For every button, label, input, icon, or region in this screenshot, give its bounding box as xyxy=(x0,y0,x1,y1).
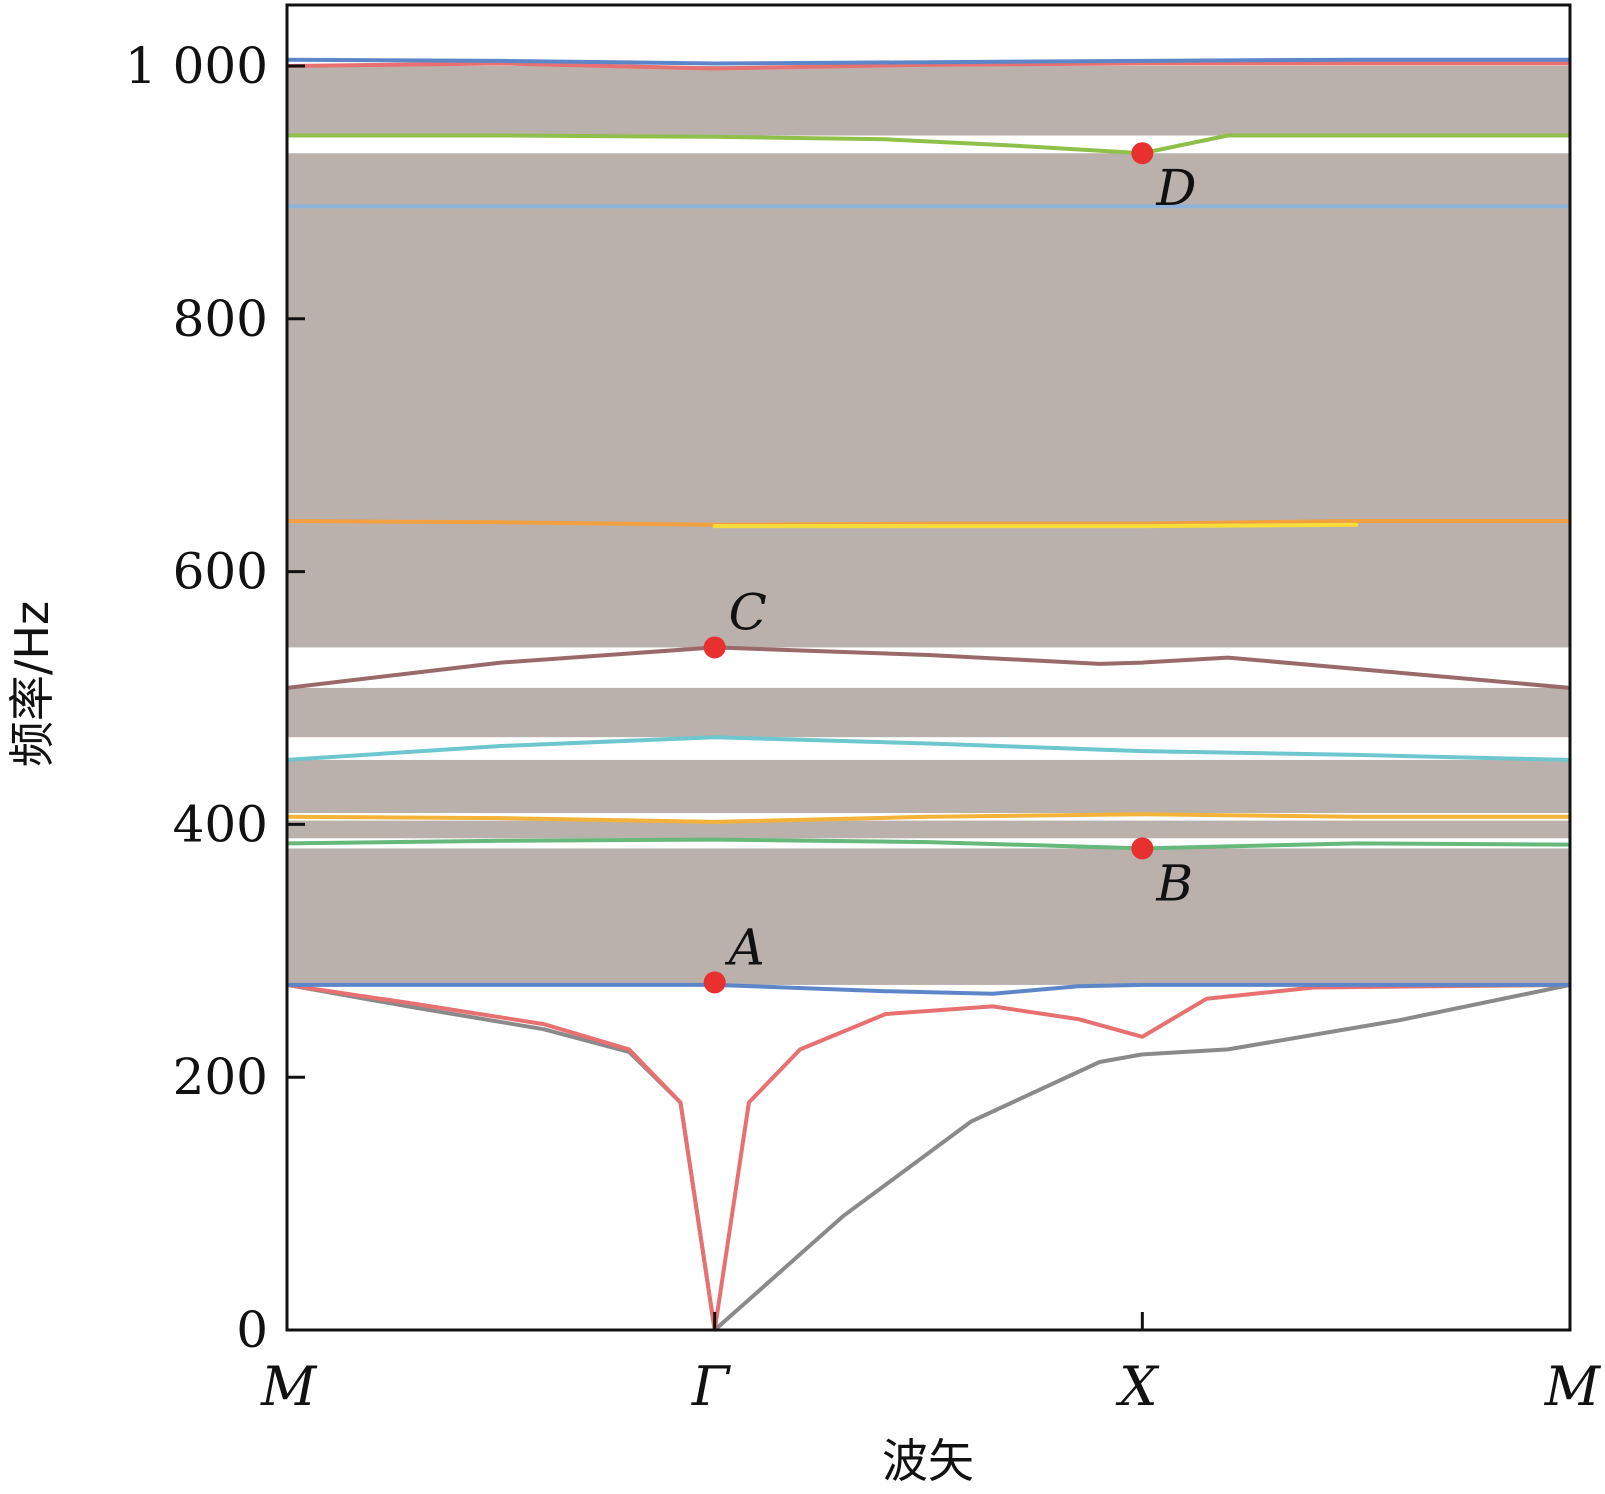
point-marker-c xyxy=(703,636,726,659)
dispersion-curves xyxy=(287,57,1570,1330)
band-regions xyxy=(287,66,1570,985)
labeled-points: A B C D xyxy=(703,142,1196,994)
point-label-c: C xyxy=(729,583,767,641)
x-tick-label: Γ xyxy=(691,1355,732,1418)
dispersion-curve-9 xyxy=(712,522,1359,529)
band-region-5 xyxy=(287,153,1570,648)
point-marker-d xyxy=(1131,142,1154,165)
y-tick-label: 400 xyxy=(173,795,268,853)
x-axis-title: 波矢 xyxy=(882,1434,974,1488)
point-label-d: D xyxy=(1155,159,1196,217)
dispersion-curve-1 xyxy=(287,982,1570,1330)
x-tick-label: X xyxy=(1115,1355,1160,1418)
x-tick-label: M xyxy=(260,1355,318,1418)
band-region-3 xyxy=(287,759,1570,814)
y-tick-label: 0 xyxy=(236,1301,268,1359)
dispersion-curve-12 xyxy=(287,61,1570,71)
y-tick-label: 800 xyxy=(173,290,268,348)
point-label-a: A xyxy=(725,918,765,976)
band-region-4 xyxy=(287,687,1570,738)
point-marker-a xyxy=(703,971,726,994)
y-axis-title: 频率/Hz xyxy=(5,601,59,767)
band-region-2 xyxy=(287,820,1570,839)
y-tick-label: 600 xyxy=(173,543,268,601)
point-marker-b xyxy=(1131,837,1154,860)
dispersion-curve-8 xyxy=(287,519,1570,527)
plot-frame xyxy=(285,3,1572,1332)
y-tick-label: 200 xyxy=(173,1048,268,1106)
dispersion-curve-13 xyxy=(287,57,1570,66)
dispersion-curve-6 xyxy=(287,735,1570,762)
dispersion-curve-7 xyxy=(287,645,1570,690)
dispersion-curve-2 xyxy=(287,982,1570,1330)
dispersion-curve-11 xyxy=(287,133,1570,156)
dispersion-curve-4 xyxy=(287,837,1570,851)
y-axis: 0 200 400 600 800 1 000 xyxy=(125,37,305,1359)
point-label-b: B xyxy=(1155,854,1193,912)
dispersion-curve-5 xyxy=(287,812,1570,824)
y-tick-label: 1 000 xyxy=(125,37,268,95)
dispersion-curve-3 xyxy=(287,982,1570,996)
band-region-6 xyxy=(287,66,1570,136)
band-region-1 xyxy=(287,848,1570,985)
x-tick-label: M xyxy=(1544,1355,1602,1418)
